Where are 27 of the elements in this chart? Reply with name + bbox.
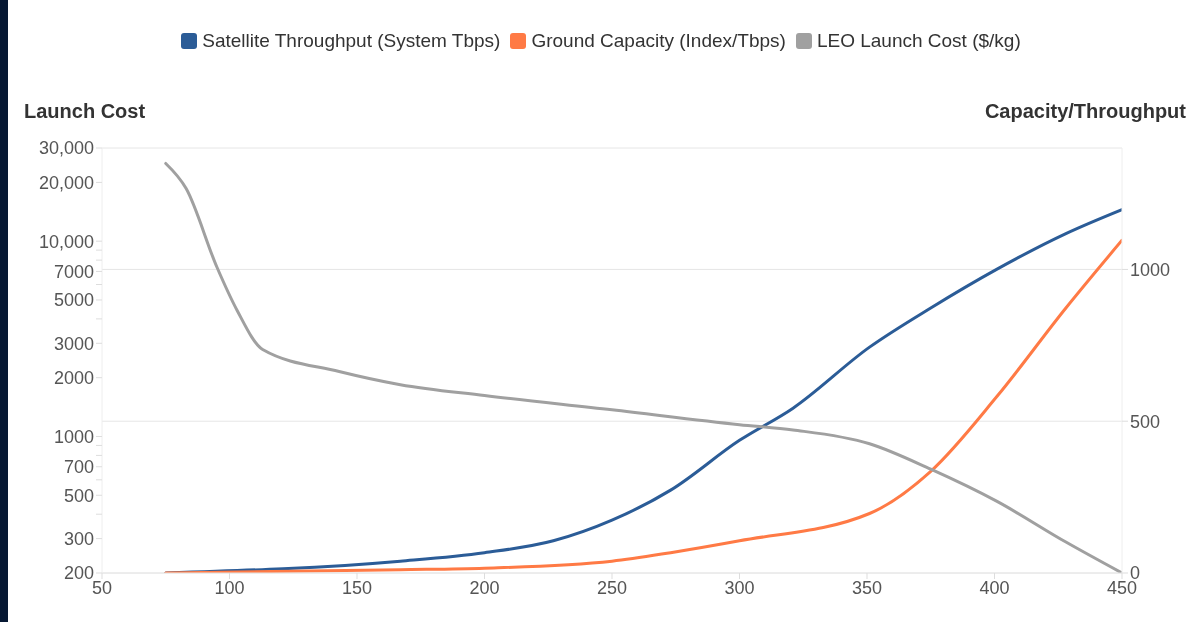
y-tick-label: 20,000 — [38, 172, 94, 193]
x-tick-label: 400 — [979, 577, 1010, 598]
y2-tick-label: 500 — [1130, 411, 1161, 432]
x-tick-label: 150 — [341, 577, 373, 598]
legend-label: Satellite Throughput (System Tbps) — [202, 30, 501, 52]
y-tick-label: 30,000 — [38, 138, 94, 159]
legend-label: Ground Capacity (Index/Tbps) — [531, 30, 786, 52]
legend-label: LEO Launch Cost ($/kg) — [816, 30, 1021, 52]
y-tick-label: 300 — [63, 529, 94, 549]
y-tick-label: 7000 — [53, 261, 94, 282]
y-tick-label: 200 — [63, 563, 94, 584]
x-tick-label: 300 — [724, 577, 755, 598]
y-tick-label: 1000 — [53, 426, 94, 447]
y-tick-label: 5000 — [53, 290, 94, 311]
y2-axis-title: Capacity/Throughput — [984, 100, 1186, 123]
y-tick-label: 700 — [63, 457, 94, 478]
y-tick-label: 2000 — [53, 368, 94, 389]
y-tick-label: 10,000 — [38, 231, 94, 252]
x-tick-label: 250 — [596, 577, 628, 598]
x-tick-label: 100 — [214, 577, 245, 598]
y-tick-label: 3000 — [53, 333, 94, 354]
y2-tick-label: 1000 — [1130, 259, 1171, 280]
x-tick-label: 350 — [851, 577, 883, 598]
y-tick-label: 500 — [63, 485, 94, 506]
x-tick-label: 50 — [91, 577, 113, 598]
y-axis-title: Launch Cost — [24, 100, 146, 123]
x-tick-label: 200 — [469, 577, 500, 598]
